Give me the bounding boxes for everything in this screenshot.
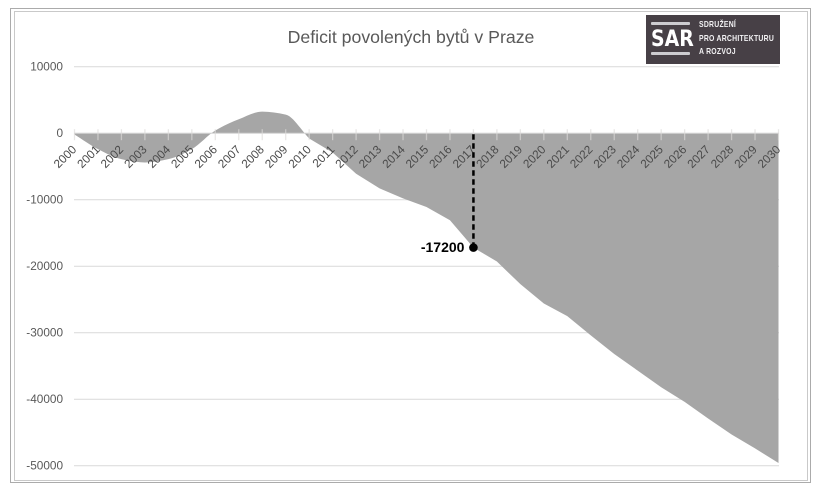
x-axis-label: 2008	[238, 142, 267, 171]
logo-bottom-bar-icon	[651, 51, 690, 55]
annotation-label: -17200	[421, 239, 465, 255]
logo-line-1: SDRUŽENÍ	[698, 19, 736, 30]
series-layer	[74, 111, 779, 464]
annotation-layer: -17200	[421, 134, 478, 255]
y-axis-label: -10000	[26, 193, 63, 207]
x-axis-label: 2010	[285, 142, 314, 171]
y-axis-label: 0	[56, 126, 63, 140]
x-axis-label: 2007	[215, 142, 243, 170]
outer-frame	[10, 8, 811, 483]
logo-top-bar-icon	[651, 21, 690, 25]
y-axis-label: -50000	[26, 459, 63, 473]
sar-logo-text: SDRUŽENÍ PRO ARCHITEKTURU A ROZVOJ	[699, 18, 791, 58]
x-axis-label: 2000	[51, 142, 80, 171]
area-series	[74, 111, 779, 464]
y-axis-label: -40000	[26, 392, 63, 406]
y-axis-label: -20000	[26, 259, 63, 273]
sar-logo: SAR SDRUŽENÍ PRO ARCHITEKTURU A ROZVOJ	[646, 15, 780, 64]
chart-title: Deficit povolených bytů v Praze	[288, 27, 535, 47]
logo-line-2: PRO ARCHITEKTURU	[698, 32, 774, 43]
y-axis-label: 10000	[30, 60, 63, 74]
sar-logo-left: SAR	[651, 21, 694, 55]
x-axis-label: 2009	[262, 142, 290, 170]
logo-abbreviation: SAR	[651, 26, 694, 53]
y-axis-label: -30000	[26, 326, 63, 340]
annotation-marker	[469, 243, 478, 252]
logo-line-3: A ROZVOJ	[698, 46, 736, 57]
